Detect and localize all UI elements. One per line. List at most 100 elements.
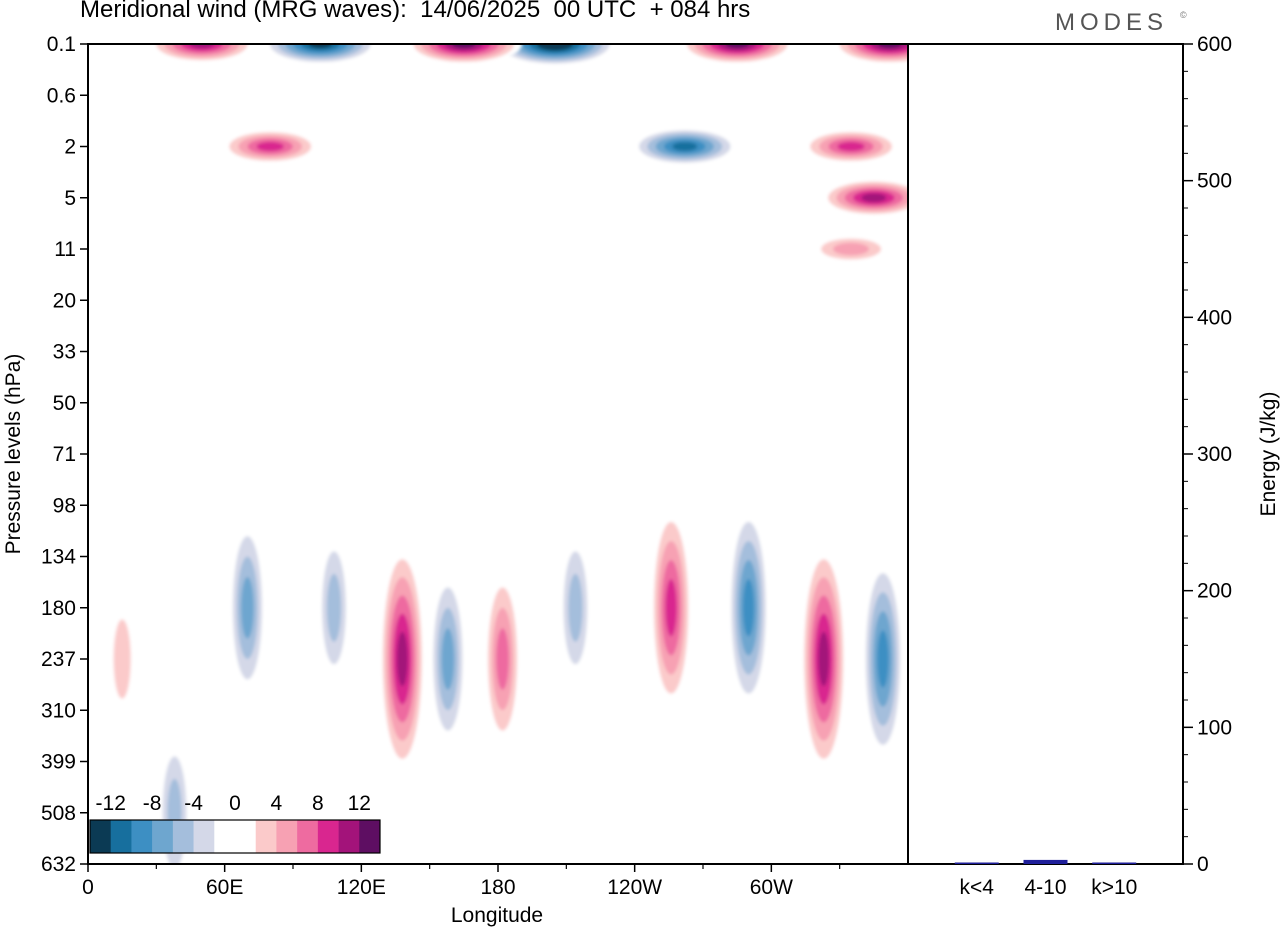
heatmap-feature-1 — [262, 44, 379, 65]
y-tick-label: 11 — [54, 238, 76, 261]
heatmap-feature-11 — [809, 234, 894, 264]
energy-tick-label: 400 — [1197, 306, 1232, 329]
heatmap-feature-5 — [831, 44, 908, 65]
colorbar-label: -12 — [96, 792, 126, 815]
colorbar-swatch — [235, 820, 257, 853]
x-tick-label: 120E — [337, 876, 386, 899]
contour-band — [113, 619, 131, 699]
y-tick-label: 508 — [41, 802, 76, 825]
contour-band — [742, 579, 755, 637]
energy-tick-label: 0 — [1197, 853, 1209, 876]
heatmap-feature-18 — [650, 502, 693, 713]
heatmap-feature-3 — [405, 44, 522, 65]
colorbar-swatch — [317, 820, 339, 853]
heatmap-feature-21 — [861, 554, 904, 764]
heatmap-feature-19 — [727, 502, 770, 713]
heatmap-feature-7 — [220, 129, 321, 164]
colorbar-label: 4 — [271, 792, 283, 815]
y-tick-label: 5 — [64, 187, 76, 210]
colorbar-swatch — [110, 820, 132, 853]
heatmap-feature-14 — [379, 541, 426, 777]
energy-tick-label: 300 — [1197, 443, 1232, 466]
colorbar-legend: -12 -8 -4 0 4 8 12 — [89, 792, 381, 854]
x-tick-label: 180 — [480, 876, 515, 899]
colorbar-swatch — [297, 820, 319, 853]
y-tick-label: 180 — [41, 597, 76, 620]
energy-bar — [1092, 862, 1137, 864]
colorbar-swatch — [193, 820, 215, 853]
colorbar-swatch — [172, 820, 194, 853]
heatmap-feature-17 — [558, 528, 593, 687]
colorbar-label: -4 — [184, 792, 203, 815]
contour-band — [818, 631, 830, 687]
contour-band — [861, 193, 887, 203]
contour-band — [308, 44, 332, 49]
y-tick-label: 20 — [53, 289, 76, 312]
heatmap-feature-4 — [679, 44, 796, 65]
colorbar-swatch — [90, 820, 112, 853]
contour-band — [189, 44, 215, 49]
heatmap-feature-6 — [147, 44, 256, 63]
energy-bar — [1023, 859, 1068, 864]
x-axis-label: Longitude — [451, 904, 543, 927]
contour-band — [452, 44, 476, 49]
colorbar-swatch — [214, 820, 236, 853]
contour-band — [725, 44, 749, 49]
energy-bar — [954, 862, 999, 864]
energy-bars: k<4 4-10 k>10 — [954, 859, 1137, 899]
contour-band — [496, 628, 509, 690]
y-tick-label: 399 — [41, 751, 76, 774]
contour-band — [837, 141, 865, 152]
y-tick-label: 134 — [41, 546, 76, 569]
heatmap-field — [107, 44, 908, 864]
colorbar-frame — [89, 819, 381, 854]
energy-category-label: k>10 — [1091, 876, 1137, 899]
y-tick-label: 2 — [64, 136, 76, 159]
heatmap-feature-22 — [107, 593, 137, 725]
x-tick-label: 60E — [206, 876, 243, 899]
x-tick-label: 120W — [607, 876, 662, 899]
contour-band — [877, 630, 889, 688]
contour-band — [878, 44, 902, 49]
contour-band — [326, 573, 342, 642]
y-tick-label: 71 — [53, 443, 76, 466]
heatmap-feature-15 — [429, 567, 467, 751]
x-tick-label: 0 — [82, 876, 94, 899]
energy-axis-label: Energy (J/kg) — [1257, 392, 1280, 517]
modes-logo: MODES — [1055, 9, 1169, 36]
colorbar-swatch — [255, 820, 277, 853]
y-tick-label: 310 — [41, 699, 76, 722]
colorbar-label: 0 — [229, 792, 241, 815]
energy-tick-label: 500 — [1197, 170, 1232, 193]
heatmap-feature-13 — [317, 528, 351, 687]
y-tick-label: 50 — [53, 392, 76, 415]
contour-band — [833, 242, 870, 256]
colorbar-swatch — [359, 820, 381, 853]
colorbar-swatch — [338, 820, 360, 853]
contour-band — [256, 141, 284, 152]
energy-category-label: k<4 — [960, 876, 995, 899]
contour-band — [665, 579, 677, 637]
heatmap-feature-16 — [483, 567, 522, 751]
y-axis-label: Pressure levels (hPa) — [2, 354, 25, 555]
contour-band — [396, 631, 408, 687]
axes-group: 0.1 0.6 2 5 11 20 33 50 71 98 134 180 237 310 399 508 63… — [41, 33, 1232, 899]
energy-tick-label: 200 — [1197, 580, 1232, 603]
chart-title: Meridional wind (MRG waves): 14/06/2025 … — [80, 0, 751, 23]
copyright-mark: © — [1180, 10, 1187, 20]
heatmap-feature-20 — [800, 541, 847, 777]
colorbar-label: 12 — [348, 792, 371, 815]
heatmap-feature-12 — [228, 515, 267, 700]
y-tick-label: 237 — [41, 648, 76, 671]
y-tick-label: 0.1 — [47, 33, 76, 56]
contour-band — [441, 628, 455, 690]
y-tick-label: 632 — [41, 853, 76, 876]
energy-category-label: 4-10 — [1024, 876, 1066, 899]
contour-band — [672, 142, 698, 151]
contour-band — [568, 573, 583, 642]
colorbar-label: 8 — [312, 792, 324, 815]
heatmap-feature-2 — [492, 44, 617, 66]
energy-tick-label: 600 — [1197, 33, 1232, 56]
colorbar-swatch — [276, 820, 298, 853]
colorbar-swatch — [152, 820, 174, 853]
